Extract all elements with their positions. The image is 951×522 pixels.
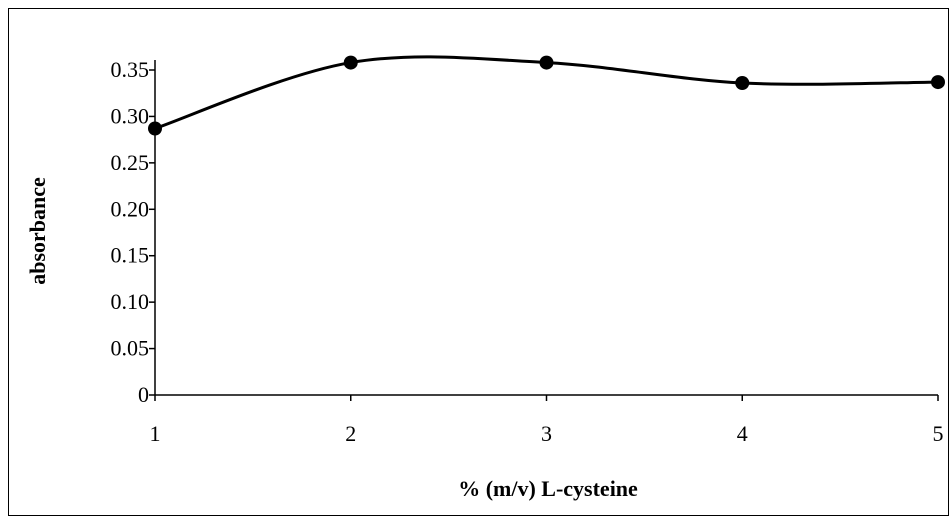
y-tick-label: 0.05 (111, 336, 150, 361)
y-tick-label: 0.35 (111, 57, 150, 82)
y-tick-label: 0.10 (111, 289, 150, 314)
chart-frame: 0 0.05 0.10 0.15 0.20 0.25 0.30 0.35 1 2 3 4 5 abso… (8, 8, 949, 516)
axes (154, 60, 938, 396)
data-point-marker (343, 55, 358, 70)
y-tick-label: 0.30 (111, 103, 150, 128)
line-chart: 0 0.05 0.10 0.15 0.20 0.25 0.30 0.35 1 2 3 4 5 abso… (25, 55, 945, 501)
data-point-marker (735, 76, 750, 90)
x-ticks: 1 2 3 4 5 (150, 395, 944, 446)
x-axis-title: % (m/v) L-cysteine (458, 476, 638, 501)
data-point-marker (148, 121, 162, 136)
y-ticks: 0 0.05 0.10 0.15 0.20 0.25 0.30 0.35 (111, 57, 155, 407)
x-tick-label: 4 (737, 421, 748, 446)
y-tick-label: 0.25 (111, 150, 150, 175)
y-axis-title: absorbance (25, 177, 50, 285)
x-tick-label: 2 (345, 421, 356, 446)
x-tick-label: 5 (933, 421, 944, 446)
x-tick-label: 1 (150, 421, 161, 446)
series-layer (148, 55, 945, 136)
y-tick-label: 0 (138, 382, 149, 407)
y-tick-label: 0.20 (111, 196, 150, 221)
y-tick-label: 0.15 (111, 243, 150, 268)
x-tick-label: 3 (541, 421, 552, 446)
data-point-marker (539, 55, 554, 70)
data-point-marker (931, 75, 945, 90)
